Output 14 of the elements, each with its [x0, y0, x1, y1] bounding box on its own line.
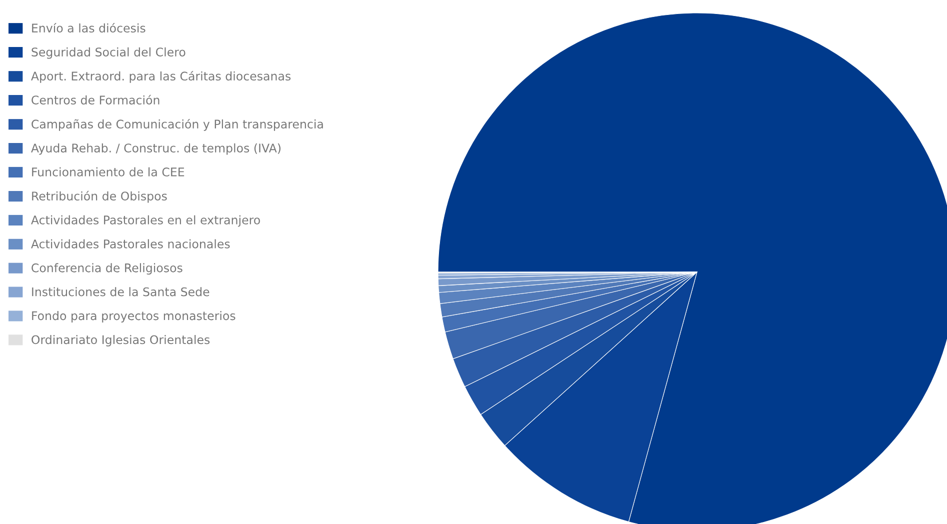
- legend-label: Actividades Pastorales en el extranjero: [31, 215, 260, 227]
- legend-label: Ayuda Rehab. / Construc. de templos (IVA): [31, 143, 280, 155]
- legend-label: Envío a las diócesis: [32, 22, 146, 33]
- legend-label: Instituciones de la Santa Sede: [32, 287, 210, 296]
- legend-label: Fondo para proyectos monasterios: [32, 311, 236, 322]
- legend-label: Campañas de Comunicación y Plan transparencia: [32, 118, 323, 131]
- legend-label: Funcionamiento de la CEE: [32, 167, 184, 176]
- legend-label: Seguridad Social del Clero: [32, 47, 186, 59]
- legend-label: Retribución de Obispos: [32, 190, 167, 203]
- legend-label: Aport. Extraord. para las Cáritas diocesanas: [31, 70, 291, 83]
- legend-label: Actividades Pastorales nacionales: [31, 239, 230, 248]
- legend-label: Ordinariato Iglesias Orientales: [32, 335, 210, 346]
- legend-label: Conferencia de Religiosos: [32, 263, 182, 275]
- legend-label: Centros de Formación: [32, 94, 160, 104]
